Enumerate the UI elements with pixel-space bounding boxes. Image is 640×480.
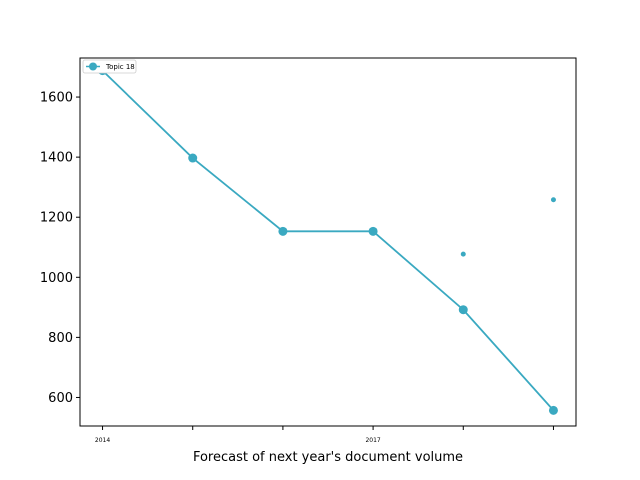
y-tick-label: 600 — [48, 391, 73, 406]
extra-points-layer — [460, 197, 556, 257]
series-line — [101, 69, 555, 411]
data-point — [188, 153, 198, 163]
data-point — [458, 305, 468, 315]
y-tick-label: 800 — [48, 331, 73, 346]
data-point — [368, 226, 378, 236]
x-axis-label: Forecast of next year's document volume — [193, 450, 463, 465]
legend-label: Topic 18 — [105, 63, 135, 71]
legend-dot-marker — [89, 62, 97, 71]
extra-point — [460, 251, 466, 257]
plot-area — [79, 57, 577, 427]
y-tick-label: 1400 — [40, 151, 73, 166]
x-tick-label: 2017 — [365, 437, 380, 444]
x-axis-ticks: 2014 2017 — [95, 426, 554, 444]
legend-box — [82, 59, 137, 74]
y-tick-label: 1600 — [40, 91, 73, 106]
y-tick-label: 1000 — [40, 271, 73, 286]
legend: Topic 18 — [82, 59, 137, 74]
y-axis-ticks: 600 800 1000 1200 1400 1600 — [40, 91, 80, 406]
extra-point — [550, 197, 556, 203]
data-point — [548, 405, 558, 415]
y-tick-label: 1200 — [40, 211, 73, 226]
data-point — [278, 226, 288, 236]
x-tick-label: 2014 — [95, 437, 110, 444]
